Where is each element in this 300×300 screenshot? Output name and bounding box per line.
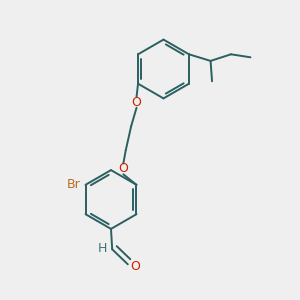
Text: O: O (130, 260, 140, 273)
Text: H: H (97, 242, 107, 255)
Text: Br: Br (66, 178, 80, 191)
Text: O: O (118, 162, 128, 176)
Text: O: O (132, 96, 142, 109)
